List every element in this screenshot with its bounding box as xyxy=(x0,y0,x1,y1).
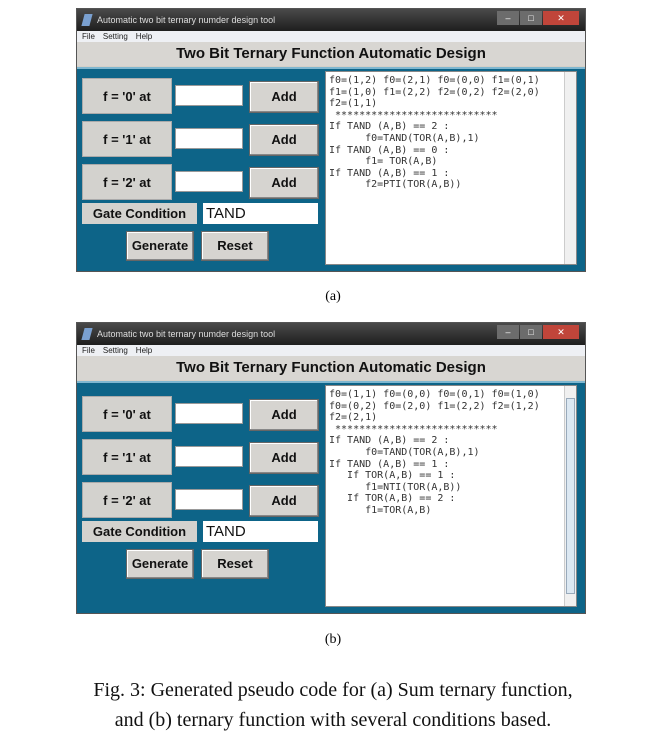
app-window: Automatic two bit ternary numder design … xyxy=(76,8,586,272)
gate-condition-input[interactable]: TAND xyxy=(203,203,318,224)
maximize-button[interactable]: □ xyxy=(520,11,542,25)
menu-file[interactable]: File xyxy=(82,32,95,41)
menu-setting[interactable]: Setting xyxy=(102,32,128,41)
menu-bar: File Setting Help xyxy=(77,31,585,42)
output-textbox[interactable]: f0=(1,2) f0=(2,1) f0=(0,0) f1=(0,1) f1=(… xyxy=(325,71,577,265)
menu-setting[interactable]: Setting xyxy=(102,346,128,355)
scrollbar[interactable] xyxy=(564,386,576,606)
close-button[interactable]: ✕ xyxy=(543,325,579,339)
gate-condition-label: Gate Condition xyxy=(82,521,197,542)
row-label: f = '2' at xyxy=(82,482,172,518)
app-icon xyxy=(81,14,93,26)
subfigure-label: (a) xyxy=(325,289,341,304)
app-window: Automatic two bit ternary numder design … xyxy=(76,322,586,614)
maximize-button[interactable]: □ xyxy=(520,325,542,339)
window-title: Automatic two bit ternary numder design … xyxy=(97,15,276,25)
gate-condition-input[interactable]: TAND xyxy=(203,521,318,542)
add-button[interactable]: Add xyxy=(249,442,319,474)
main-panel: f = '0' at Add f = '1' at Add f = '2' at A… xyxy=(77,67,585,271)
caption-line: Fig. 3: Generated pseudo code for (a) Su… xyxy=(93,679,573,701)
menu-file[interactable]: File xyxy=(82,346,95,355)
add-button[interactable]: Add xyxy=(249,485,319,517)
scrollbar-thumb[interactable] xyxy=(566,398,575,594)
row-label: f = '1' at xyxy=(82,121,172,157)
window-title: Automatic two bit ternary numder design … xyxy=(97,329,276,339)
gate-condition-label: Gate Condition xyxy=(82,203,197,224)
position-input[interactable] xyxy=(175,171,243,192)
minimize-button[interactable]: – xyxy=(497,11,519,25)
position-input[interactable] xyxy=(175,446,243,467)
title-bar: Automatic two bit ternary numder design … xyxy=(77,323,585,345)
app-heading: Two Bit Ternary Function Automatic Desig… xyxy=(77,42,585,66)
add-button[interactable]: Add xyxy=(249,124,319,156)
app-icon xyxy=(81,328,93,340)
output-textbox[interactable]: f0=(1,1) f0=(0,0) f0=(0,1) f0=(1,0) f0=(… xyxy=(325,385,577,607)
caption-line: and (b) ternary function with several co… xyxy=(114,709,552,731)
position-input[interactable] xyxy=(175,85,243,106)
app-heading: Two Bit Ternary Function Automatic Desig… xyxy=(77,356,585,380)
position-input[interactable] xyxy=(175,128,243,149)
reset-button[interactable]: Reset xyxy=(201,549,269,579)
main-panel: f = '0' at Add f = '1' at Add f = '2' at A… xyxy=(77,381,585,613)
row-label: f = '0' at xyxy=(82,78,172,114)
scrollbar[interactable] xyxy=(564,72,576,264)
generate-button[interactable]: Generate xyxy=(126,231,194,261)
menu-help[interactable]: Help xyxy=(135,346,153,355)
minimize-button[interactable]: – xyxy=(497,325,519,339)
add-button[interactable]: Add xyxy=(249,81,319,113)
row-label: f = '0' at xyxy=(82,396,172,432)
subfigure-label: (b) xyxy=(324,632,342,647)
add-button[interactable]: Add xyxy=(249,399,319,431)
generated-code: f0=(1,1) f0=(0,0) f0=(0,1) f0=(1,0) f0=(… xyxy=(329,389,540,516)
row-label: f = '1' at xyxy=(82,439,172,475)
add-button[interactable]: Add xyxy=(249,167,319,199)
generated-code: f0=(1,2) f0=(2,1) f0=(0,0) f1=(0,1) f1=(… xyxy=(329,75,540,191)
figure-caption: Fig. 3: Generated pseudo code for (a) Su… xyxy=(0,675,666,735)
reset-button[interactable]: Reset xyxy=(201,231,269,261)
menu-bar: File Setting Help xyxy=(77,345,585,356)
position-input[interactable] xyxy=(175,489,243,510)
position-input[interactable] xyxy=(175,403,243,424)
close-button[interactable]: ✕ xyxy=(543,11,579,25)
menu-help[interactable]: Help xyxy=(135,32,153,41)
row-label: f = '2' at xyxy=(82,164,172,200)
generate-button[interactable]: Generate xyxy=(126,549,194,579)
title-bar: Automatic two bit ternary numder design … xyxy=(77,9,585,31)
